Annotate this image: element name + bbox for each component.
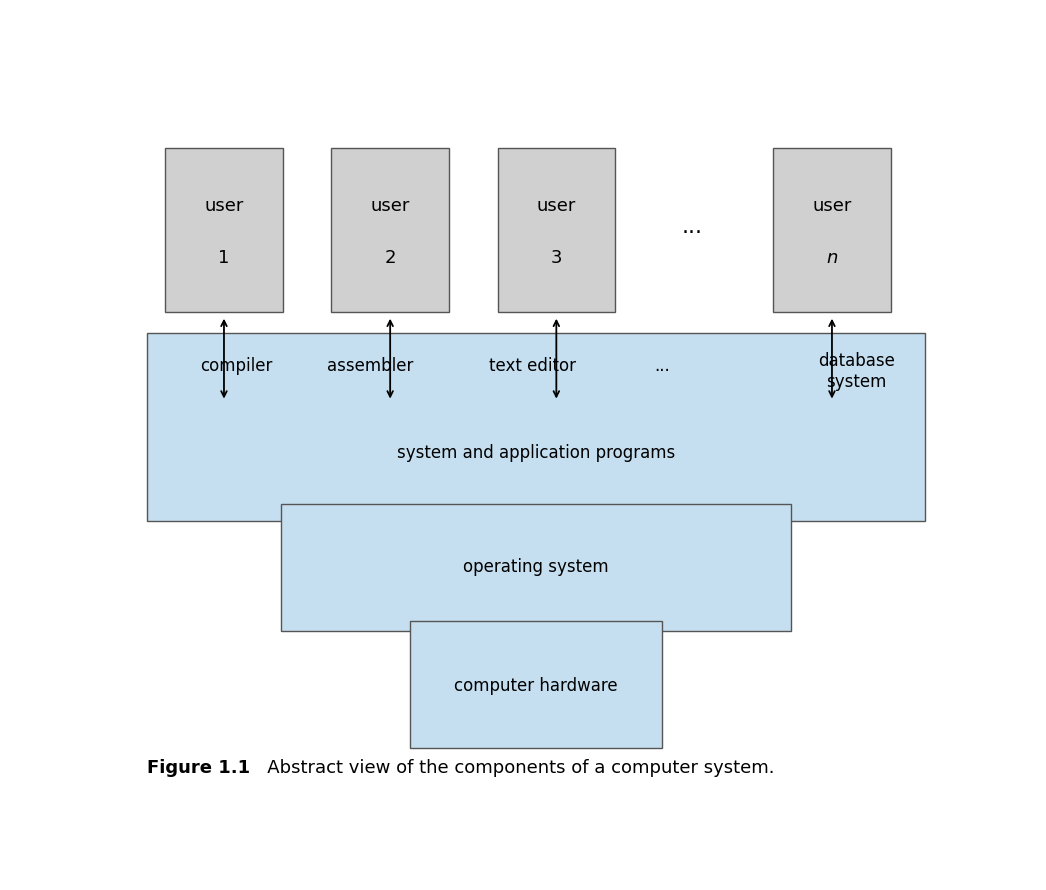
- Text: assembler: assembler: [326, 357, 413, 375]
- Bar: [410, 621, 662, 748]
- Text: user: user: [537, 198, 576, 215]
- Bar: [280, 505, 792, 631]
- Text: Figure 1.1: Figure 1.1: [146, 759, 250, 777]
- Text: $\it{n}$: $\it{n}$: [826, 248, 838, 267]
- Text: ...: ...: [654, 357, 669, 375]
- Text: ...: ...: [682, 217, 703, 237]
- Bar: [165, 148, 282, 312]
- Bar: [498, 148, 615, 312]
- Text: database
system: database system: [818, 352, 894, 391]
- Text: user: user: [204, 198, 244, 215]
- Text: text editor: text editor: [488, 357, 575, 375]
- Text: 3: 3: [550, 248, 562, 267]
- Text: compiler: compiler: [200, 357, 272, 375]
- Bar: [146, 333, 925, 522]
- Text: user: user: [370, 198, 410, 215]
- Text: computer hardware: computer hardware: [454, 677, 618, 695]
- Text: system and application programs: system and application programs: [396, 444, 676, 462]
- Bar: [332, 148, 449, 312]
- Text: 2: 2: [385, 248, 395, 267]
- Text: operating system: operating system: [463, 558, 609, 577]
- Bar: [773, 148, 891, 312]
- Text: 1: 1: [219, 248, 230, 267]
- Text: Abstract view of the components of a computer system.: Abstract view of the components of a com…: [250, 759, 775, 777]
- Text: user: user: [813, 198, 851, 215]
